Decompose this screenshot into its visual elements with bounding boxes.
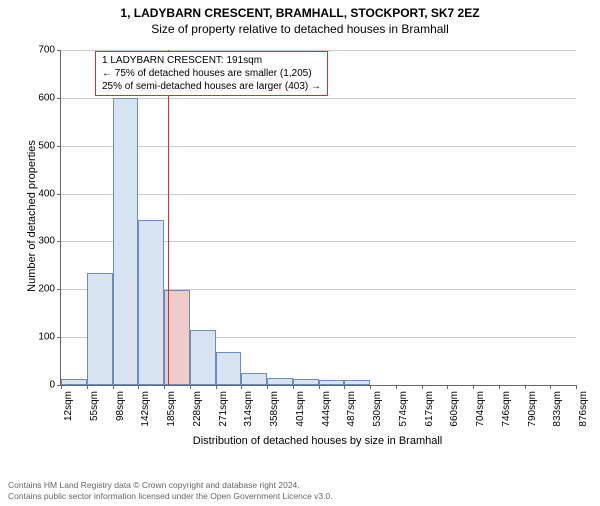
histogram-bar (190, 330, 216, 385)
xtick-label: 142sqm (138, 391, 151, 427)
xtick-label: 876sqm (576, 391, 589, 427)
histogram-bar (293, 379, 319, 385)
xtick-label: 185sqm (164, 391, 177, 427)
xtick-mark (396, 385, 397, 389)
reference-line (168, 50, 169, 385)
xtick-mark (344, 385, 345, 389)
xtick-label: 98sqm (113, 391, 126, 421)
gridline (61, 194, 576, 195)
ytick-label: 700 (38, 45, 61, 56)
histogram-bar (216, 352, 242, 386)
xtick-label: 833sqm (550, 391, 563, 427)
xtick-label: 790sqm (525, 391, 538, 427)
footer-line1: Contains HM Land Registry data © Crown c… (8, 480, 333, 491)
xtick-label: 314sqm (241, 391, 254, 427)
annotation-line2: ← 75% of detached houses are smaller (1,… (102, 67, 321, 80)
histogram-bar (87, 273, 113, 385)
xtick-mark (473, 385, 474, 389)
xtick-mark (241, 385, 242, 389)
xtick-label: 401sqm (293, 391, 306, 427)
gridline (61, 98, 576, 99)
xtick-label: 617sqm (422, 391, 435, 427)
xtick-mark (293, 385, 294, 389)
xtick-mark (190, 385, 191, 389)
xtick-mark (550, 385, 551, 389)
chart-plot-area: 010020030040050060070012sqm55sqm98sqm142… (60, 50, 576, 386)
histogram-bar (319, 380, 345, 385)
ytick-label: 500 (38, 140, 61, 151)
xtick-mark (216, 385, 217, 389)
xtick-label: 12sqm (61, 391, 74, 421)
xtick-label: 746sqm (499, 391, 512, 427)
xtick-label: 487sqm (344, 391, 357, 427)
ytick-label: 600 (38, 92, 61, 103)
xtick-mark (138, 385, 139, 389)
xtick-label: 358sqm (267, 391, 280, 427)
ytick-label: 400 (38, 188, 61, 199)
histogram-bar (138, 220, 164, 385)
xtick-mark (267, 385, 268, 389)
ytick-label: 200 (38, 284, 61, 295)
histogram-bar (344, 380, 370, 385)
xtick-label: 660sqm (447, 391, 460, 427)
annotation-line3: 25% of semi-detached houses are larger (… (102, 80, 321, 93)
annotation-box: 1 LADYBARN CRESCENT: 191sqm ← 75% of det… (95, 51, 328, 96)
xtick-mark (576, 385, 577, 389)
xtick-mark (499, 385, 500, 389)
x-axis-label: Distribution of detached houses by size … (60, 435, 575, 447)
histogram-bar (113, 98, 139, 385)
ytick-label: 100 (38, 332, 61, 343)
xtick-label: 530sqm (370, 391, 383, 427)
xtick-mark (61, 385, 62, 389)
xtick-mark (422, 385, 423, 389)
chart-title-main: 1, LADYBARN CRESCENT, BRAMHALL, STOCKPOR… (0, 6, 600, 20)
chart-title-sub: Size of property relative to detached ho… (0, 22, 600, 36)
xtick-label: 271sqm (216, 391, 229, 427)
y-axis-label: Number of detached properties (26, 116, 38, 316)
xtick-mark (87, 385, 88, 389)
xtick-mark (319, 385, 320, 389)
histogram-bar (241, 373, 267, 385)
ytick-label: 0 (49, 380, 61, 391)
xtick-mark (113, 385, 114, 389)
xtick-label: 574sqm (396, 391, 409, 427)
xtick-label: 55sqm (87, 391, 100, 421)
gridline (61, 146, 576, 147)
footer-line2: Contains public sector information licen… (8, 491, 333, 502)
footer-attribution: Contains HM Land Registry data © Crown c… (8, 480, 333, 502)
histogram-bar (61, 379, 87, 385)
xtick-mark (164, 385, 165, 389)
xtick-mark (447, 385, 448, 389)
xtick-mark (525, 385, 526, 389)
xtick-label: 228sqm (190, 391, 203, 427)
histogram-bar (267, 378, 293, 385)
xtick-label: 704sqm (473, 391, 486, 427)
ytick-label: 300 (38, 236, 61, 247)
annotation-line1: 1 LADYBARN CRESCENT: 191sqm (102, 54, 321, 67)
xtick-mark (370, 385, 371, 389)
xtick-label: 444sqm (319, 391, 332, 427)
